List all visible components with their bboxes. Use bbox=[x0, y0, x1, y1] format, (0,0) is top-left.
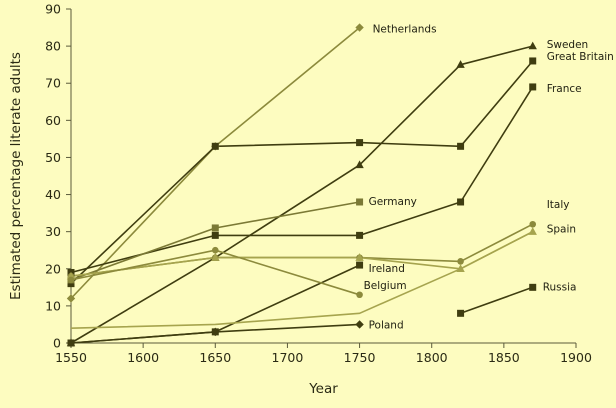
x-tick-label: 1750 bbox=[344, 350, 376, 365]
y-axis-title: Estimated percentage literate adults bbox=[8, 52, 24, 300]
series-label-germany: Germany bbox=[369, 196, 417, 208]
series-label-france: France bbox=[547, 83, 582, 95]
data-point-france bbox=[356, 231, 364, 239]
y-tick-label: 20 bbox=[45, 261, 61, 276]
y-tick-label: 90 bbox=[45, 2, 61, 17]
x-tick-label: 1850 bbox=[488, 350, 520, 365]
series-label-italy: Italy bbox=[547, 199, 570, 211]
y-tick-label: 0 bbox=[53, 336, 61, 351]
data-point-belgium bbox=[67, 276, 75, 284]
data-point-netherlands bbox=[355, 23, 364, 32]
data-point-great-britain bbox=[356, 139, 364, 147]
data-point-poland bbox=[211, 327, 220, 337]
x-tick-label: 1600 bbox=[127, 350, 159, 365]
x-tick-label: 1800 bbox=[416, 350, 448, 365]
x-axis-title: Year bbox=[308, 381, 338, 397]
data-point-poland bbox=[66, 338, 76, 348]
data-point-belgium bbox=[211, 246, 219, 254]
series-label-great-britain: Great Britain bbox=[547, 51, 614, 63]
x-tick-label: 1650 bbox=[199, 350, 231, 365]
data-point-italy bbox=[529, 220, 537, 228]
data-point-spain bbox=[528, 227, 537, 235]
data-point-spain bbox=[456, 264, 465, 272]
data-point-france bbox=[529, 83, 537, 91]
y-tick-label: 10 bbox=[45, 298, 61, 313]
series-line-germany bbox=[70, 201, 360, 281]
y-tick-label: 30 bbox=[45, 224, 61, 239]
series-lines bbox=[70, 26, 534, 344]
series-label-russia: Russia bbox=[543, 281, 577, 293]
series-line-sweden bbox=[70, 45, 533, 344]
data-point-poland bbox=[355, 320, 364, 329]
data-point-sweden bbox=[528, 41, 537, 50]
data-point-belgium bbox=[356, 291, 363, 299]
data-point-russia bbox=[457, 309, 465, 317]
y-tick-label: 60 bbox=[45, 113, 61, 128]
series-markers bbox=[66, 23, 537, 348]
series-label-sweden: Sweden bbox=[547, 39, 589, 51]
x-tick-label: 1550 bbox=[55, 350, 87, 365]
data-point-great-britain bbox=[67, 280, 75, 288]
data-point-great-britain bbox=[211, 142, 219, 150]
x-tick-label: 1900 bbox=[560, 350, 592, 365]
axes: 1550 1600 1650 1700 1750 1800 1850 1900 0 10 20 30 4… bbox=[45, 2, 592, 366]
data-point-netherlands bbox=[66, 294, 76, 303]
series-line-france bbox=[70, 86, 534, 274]
data-point-spain bbox=[355, 253, 364, 261]
data-point-sweden bbox=[456, 60, 465, 68]
data-point-great-britain bbox=[457, 142, 465, 150]
series-line-italy bbox=[70, 223, 534, 277]
data-point-france bbox=[211, 231, 219, 239]
data-point-sweden bbox=[355, 160, 364, 169]
x-tick-label: 1700 bbox=[272, 350, 304, 365]
series-line-great-britain bbox=[70, 60, 534, 285]
data-point-russia bbox=[529, 283, 537, 291]
data-point-great-britain bbox=[529, 57, 537, 65]
series-label-ireland: Ireland bbox=[369, 263, 405, 275]
y-tick-label: 80 bbox=[45, 39, 61, 54]
data-point-ireland bbox=[356, 261, 364, 269]
data-point-italy bbox=[457, 258, 464, 265]
series-line-unnamed bbox=[70, 230, 534, 329]
data-point-germany bbox=[356, 198, 364, 206]
series-line-russia bbox=[460, 286, 533, 315]
data-point-france bbox=[457, 198, 465, 206]
data-point-spain bbox=[211, 253, 220, 261]
y-tick-label: 50 bbox=[45, 150, 61, 165]
data-point-germany bbox=[211, 224, 219, 232]
series-label-poland: Poland bbox=[369, 319, 404, 331]
y-tick-label: 70 bbox=[45, 76, 61, 91]
series-label-spain: Spain bbox=[547, 224, 576, 236]
series-label-belgium: Belgium bbox=[364, 280, 407, 292]
y-tick-label: 40 bbox=[45, 187, 61, 202]
series-label-netherlands: Netherlands bbox=[373, 24, 437, 36]
